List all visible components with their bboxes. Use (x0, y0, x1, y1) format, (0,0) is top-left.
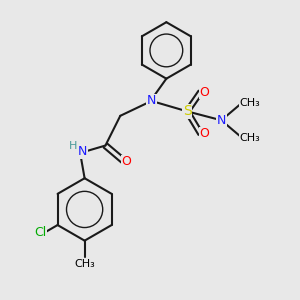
Text: O: O (121, 155, 131, 168)
Text: N: N (217, 114, 226, 127)
Text: CH₃: CH₃ (74, 259, 95, 269)
Text: N: N (78, 145, 87, 158)
Text: Cl: Cl (34, 226, 47, 239)
Text: O: O (199, 127, 209, 140)
Text: H: H (68, 140, 77, 151)
Text: S: S (183, 104, 191, 118)
Text: CH₃: CH₃ (239, 98, 260, 108)
Text: CH₃: CH₃ (239, 133, 260, 142)
Text: O: O (199, 85, 209, 98)
Text: N: N (147, 94, 156, 107)
